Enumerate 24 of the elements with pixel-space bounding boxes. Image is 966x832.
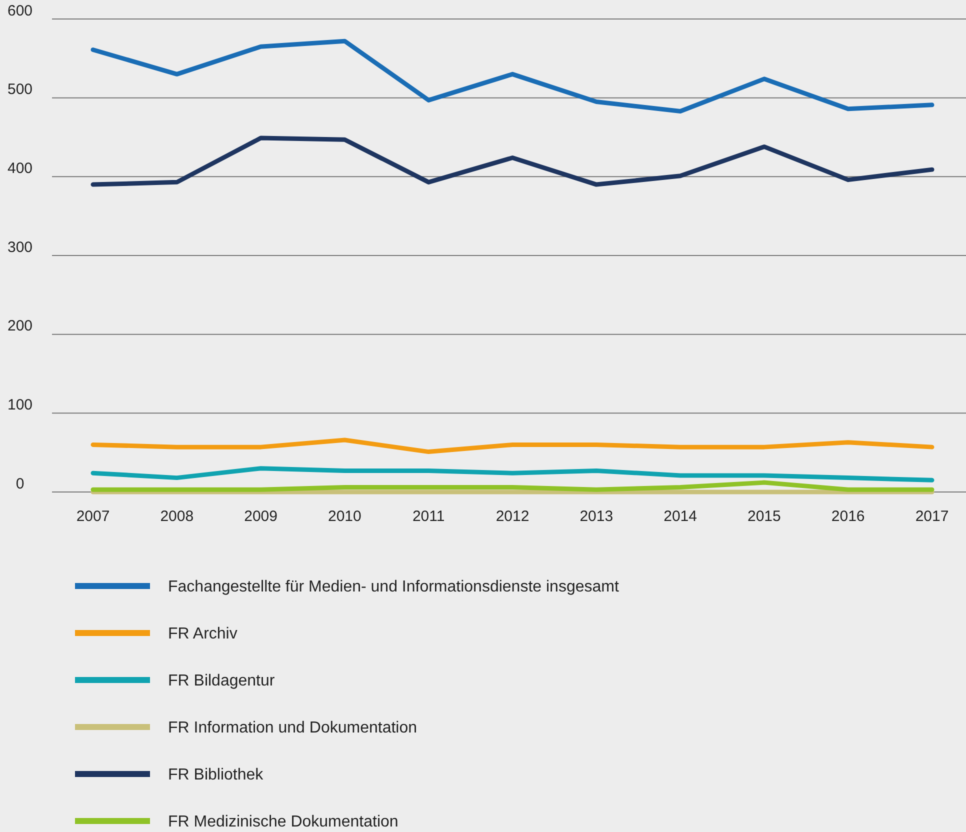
legend-label: Fachangestellte für Medien- und Informationsdienste insgesamt [168, 578, 620, 596]
x-tick-label: 2009 [244, 508, 278, 525]
y-tick-label: 400 [7, 160, 33, 177]
x-tick-label: 2011 [412, 508, 445, 525]
y-tick-label: 500 [7, 81, 33, 98]
legend-label: FR Bildagentur [168, 672, 276, 690]
x-tick-label: 2017 [915, 508, 949, 525]
y-tick-label: 200 [7, 318, 33, 335]
x-tick-label: 2008 [160, 508, 194, 525]
legend-label: FR Bibliothek [168, 766, 264, 784]
x-tick-label: 2010 [328, 508, 362, 525]
x-tick-label: 2012 [496, 508, 530, 525]
x-tick-label: 2016 [831, 508, 865, 525]
x-tick-label: 2007 [76, 508, 110, 525]
y-tick-label: 0 [16, 475, 24, 492]
x-tick-label: 2013 [580, 508, 614, 525]
x-tick-label: 2015 [748, 508, 781, 525]
legend-label: FR Information und Dokumentation [168, 720, 418, 737]
y-tick-label: 100 [7, 396, 33, 414]
y-tick-label: 600 [7, 2, 33, 20]
x-tick-label: 2014 [664, 508, 697, 525]
legend-label: FR Medizinische Dokumentation [168, 814, 398, 831]
y-tick-label: 300 [7, 238, 33, 256]
legend-label: FR Archiv [168, 626, 238, 643]
